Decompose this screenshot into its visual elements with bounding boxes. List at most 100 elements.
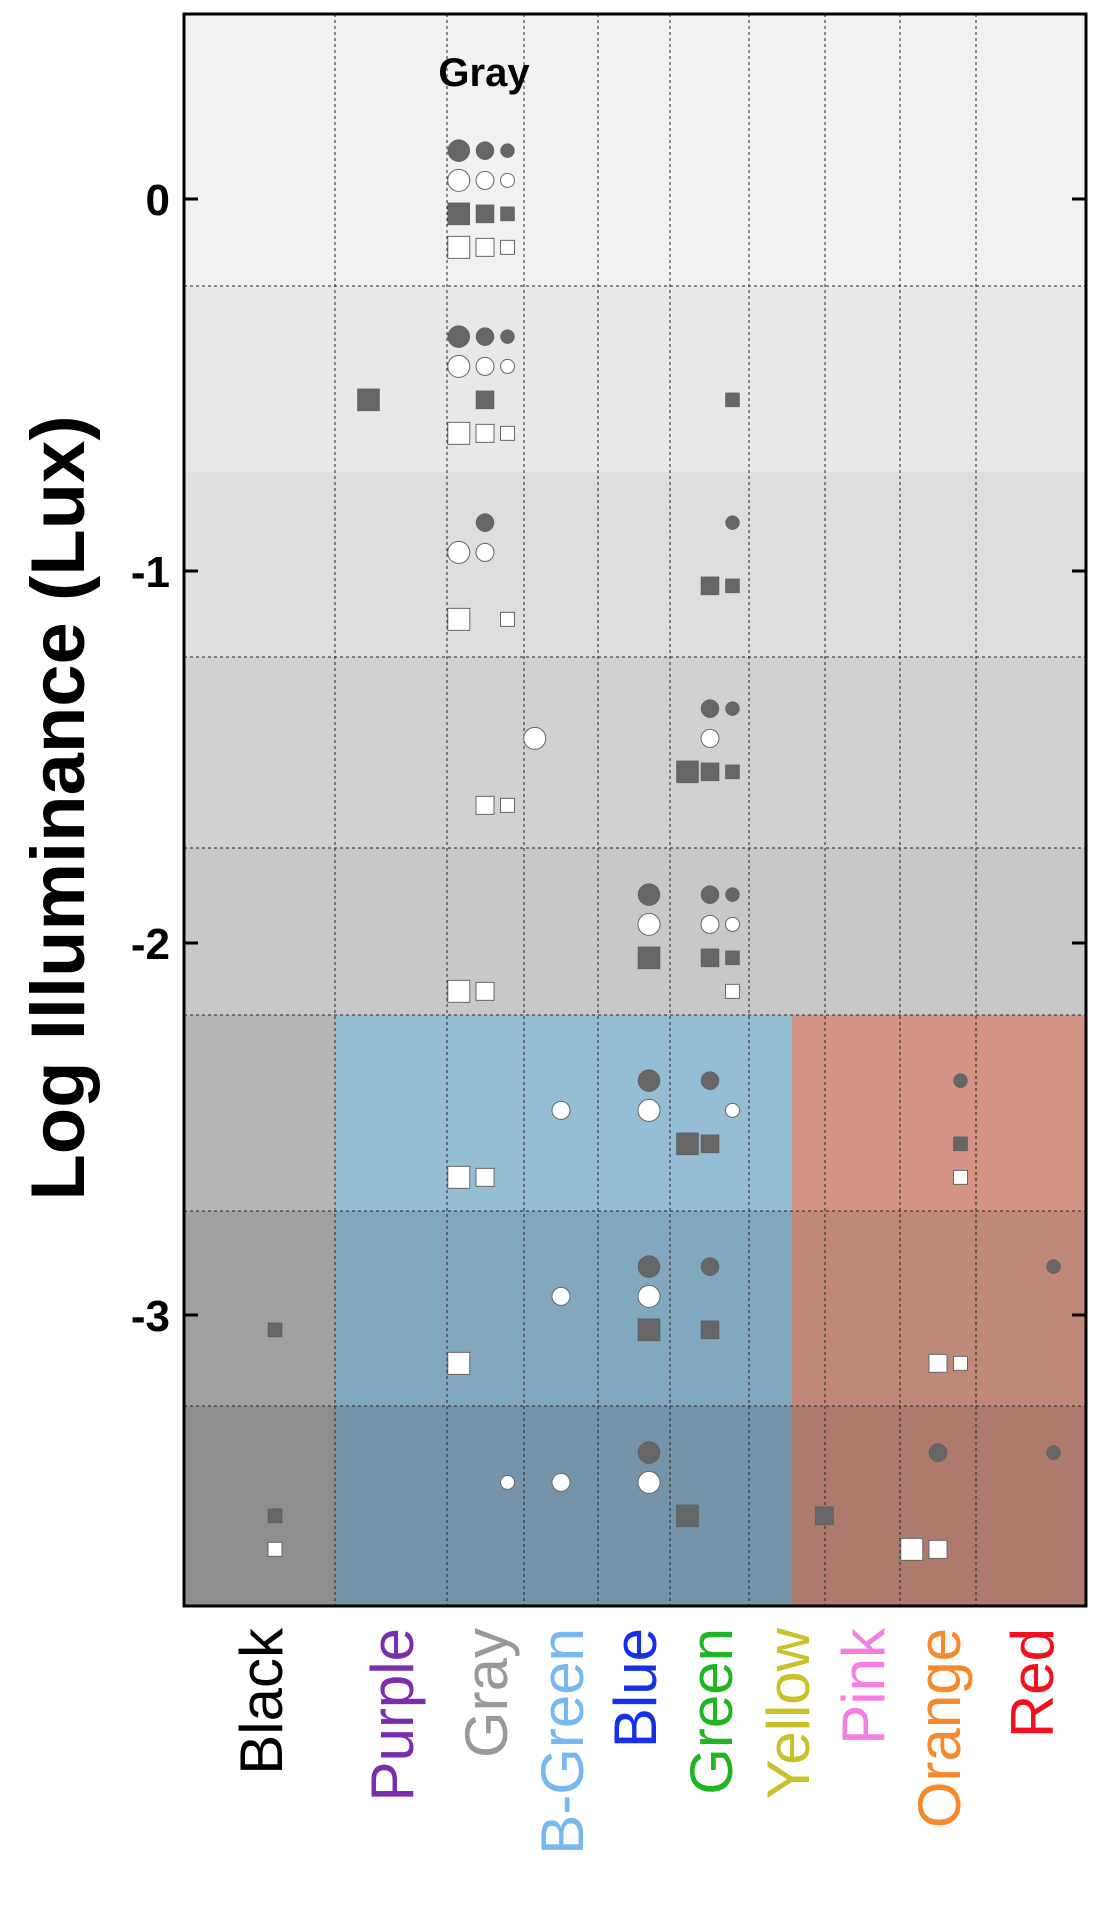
data-point-gray-square-open [475,1167,495,1187]
data-point-green-square-filled [676,760,699,784]
data-point-blue-circle-open [637,1098,661,1122]
data-point-green-square-filled [725,578,740,594]
data-point-blue-circle-filled [637,1069,661,1092]
data-point-gray-circle-filled [447,325,470,348]
data-point-gray-circle-filled [500,329,515,344]
data-point-gray-circle-open [500,358,515,374]
data-point-green-circle-open [700,914,720,934]
data-point-gray-square-open [500,425,515,441]
data-point-orange-square-open [900,1537,924,1561]
x-category-label-orange: Orange [906,1628,973,1828]
data-point-gray-circle-open [475,170,495,190]
data-markers [267,139,1061,1561]
data-point-gray-circle-filled [475,327,495,346]
data-point-gray-square-open [447,421,471,445]
data-point-b-green-circle-open [551,1472,571,1492]
data-point-gray-circle-filled [447,139,470,162]
data-point-green-square-filled [700,1134,720,1154]
data-point-gray-square-open [500,797,515,813]
data-point-green-square-filled [725,764,740,780]
data-point-gray-circle-open [447,168,471,192]
data-point-orange-circle-filled [928,1443,948,1462]
data-point-gray-square-open [475,981,495,1001]
y-axis-label: Log Illuminance (Lux) [16,415,101,1200]
data-point-orange-square-filled [953,1136,968,1152]
data-point-b-green-circle-open [551,1100,571,1120]
data-point-green-square-filled [725,392,740,408]
x-category-labels: Black Purple Gray B-Green Blue Green Yellow Pin… [228,1627,1066,1855]
illuminance-bands [184,14,1086,1606]
x-category-label-red: Red [999,1628,1066,1738]
data-point-black-square-filled [267,1322,283,1338]
data-point-blue-square-filled [637,1318,661,1342]
data-point-green-circle-filled [700,1257,720,1276]
x-category-label-purple: Purple [359,1628,426,1801]
data-point-orange-circle-filled [953,1073,968,1088]
x-category-label-blue: Blue [602,1628,669,1748]
data-point-green-circle-filled [700,1071,720,1090]
data-point-green-circle-filled [725,515,740,530]
data-point-blue-circle-open [637,1284,661,1308]
data-point-orange-square-open [928,1539,948,1559]
data-point-gray-circle-open [500,1474,515,1490]
data-point-green-square-filled [700,576,720,596]
data-point-green-circle-filled [725,701,740,716]
data-point-gray-square-open [447,1165,471,1189]
band-2 [184,286,1086,472]
data-point-green-square-filled [700,1320,720,1340]
data-point-b-green-circle-open [523,726,547,750]
ytick-label-2: -2 [131,920,170,969]
data-point-red-circle-filled [1046,1445,1061,1460]
data-point-red-circle-filled [1046,1259,1061,1274]
data-point-green-square-filled [676,1504,699,1528]
data-point-blue-circle-open [637,912,661,936]
red-region-3 [792,1406,1086,1606]
data-point-gray-square-open [475,423,495,443]
band-4 [184,657,1086,848]
band-3 [184,472,1086,657]
x-category-label-gray: Gray [453,1628,520,1758]
data-point-green-circle-open [725,916,740,932]
data-point-blue-square-filled [637,946,661,970]
data-point-black-square-filled [267,1508,283,1524]
gray-annotation: Gray [438,51,530,95]
data-point-blue-circle-open [637,1470,661,1494]
data-point-blue-circle-filled [637,1255,661,1278]
ytick-label-0: 0 [146,176,170,225]
band-1 [184,14,1086,286]
data-point-gray-circle-open [447,354,471,378]
data-point-gray-square-filled [500,206,515,222]
data-point-gray-square-open [500,611,515,627]
data-point-green-circle-filled [725,887,740,902]
y-ticks [184,197,1086,1317]
data-point-gray-square-open [447,607,471,631]
data-point-gray-circle-filled [475,141,495,160]
data-point-black-square-open [267,1541,283,1557]
y-tick-labels: 0 -1 -2 -3 [131,176,170,1341]
data-point-green-square-open [725,983,740,999]
ytick-label-3: -3 [131,1292,170,1341]
data-point-orange-square-open [953,1355,968,1371]
data-point-green-circle-open [700,728,720,748]
data-point-gray-circle-filled [500,143,515,158]
data-point-gray-square-open [500,239,515,255]
blue-region-2 [335,1211,792,1406]
grid-lines [184,14,1086,1606]
blue-region-3 [335,1406,792,1606]
data-point-gray-square-filled [447,202,470,226]
data-point-green-square-filled [700,762,720,782]
data-point-gray-circle-filled [475,513,495,532]
data-point-green-circle-filled [700,885,720,904]
ytick-label-1: -1 [131,548,170,597]
x-category-label-black: Black [228,1627,295,1775]
data-point-purple-square-filled [357,388,380,412]
data-point-gray-square-open [475,237,495,257]
data-point-green-circle-filled [700,699,720,718]
data-point-green-circle-open [725,1102,740,1118]
data-point-orange-square-open [953,1169,968,1185]
data-point-gray-square-filled [475,390,495,410]
plot-frame [182,12,1088,1608]
data-point-gray-circle-open [447,540,471,564]
red-region-2 [792,1211,1086,1406]
